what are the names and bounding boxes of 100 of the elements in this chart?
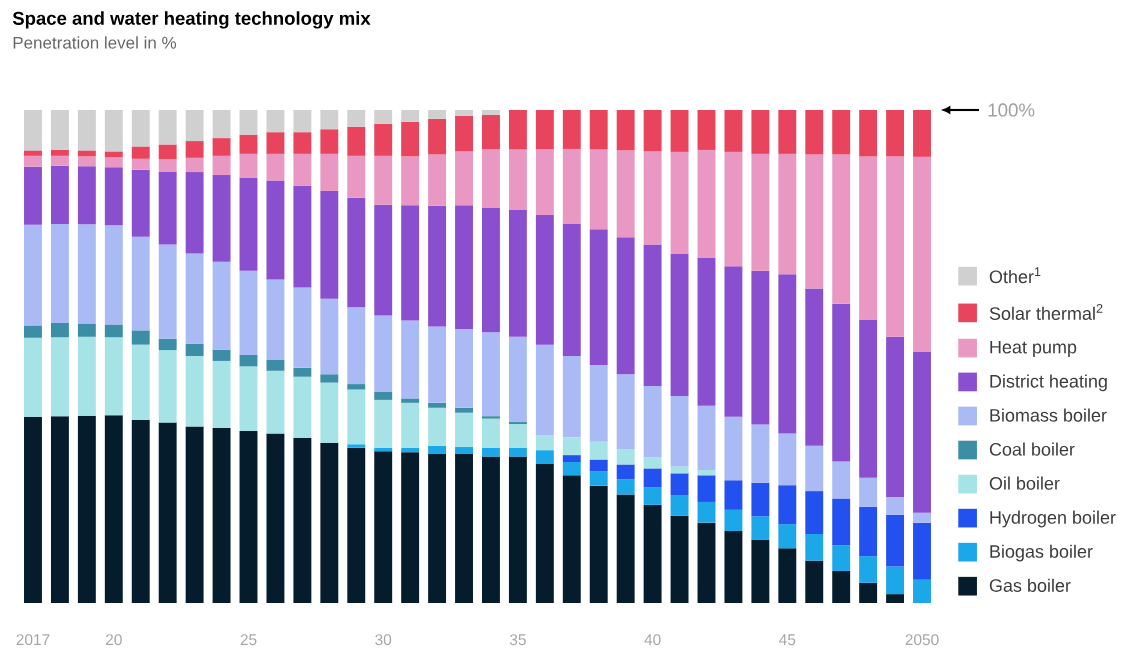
bar	[293, 109, 312, 133]
bar	[670, 515, 689, 603]
bar	[832, 570, 851, 603]
bar	[24, 166, 42, 225]
chart-title: Space and water heating technology mix	[12, 11, 371, 29]
bar	[643, 468, 662, 488]
bar	[401, 205, 420, 321]
bar	[401, 109, 420, 122]
bar	[455, 328, 473, 408]
bar	[482, 418, 500, 448]
bar	[697, 522, 716, 603]
legend-label: Biomass boiler	[990, 408, 1107, 422]
legend-label: Coal boiler	[989, 442, 1075, 456]
bar	[293, 367, 312, 377]
bar	[589, 459, 608, 472]
bar	[751, 109, 770, 154]
bar	[347, 307, 366, 385]
bar	[670, 473, 689, 496]
bar	[482, 114, 500, 150]
bar	[50, 223, 69, 323]
x-tick-label: 2050	[905, 634, 939, 646]
bar	[158, 171, 177, 245]
bar	[374, 399, 393, 448]
bar	[859, 156, 878, 320]
bar	[724, 531, 743, 603]
x-tick-label: 40	[644, 634, 661, 646]
legend-label: Solar thermal$^{2}$	[989, 303, 1103, 320]
bar	[913, 109, 931, 157]
bar	[670, 253, 689, 396]
bar	[24, 109, 42, 151]
bar	[50, 109, 69, 150]
bar	[77, 415, 96, 603]
bar	[374, 123, 393, 156]
bar	[508, 336, 527, 423]
bar	[913, 522, 931, 580]
bar	[158, 338, 177, 351]
bar	[24, 416, 42, 603]
bar	[805, 491, 824, 534]
bar	[589, 149, 608, 230]
bar	[104, 167, 123, 226]
legend-label: Biogas boiler	[990, 544, 1093, 562]
bar	[266, 370, 285, 434]
bar	[185, 157, 204, 173]
bar	[482, 332, 500, 417]
bar	[131, 146, 150, 159]
bar	[562, 462, 581, 476]
bar	[212, 427, 231, 603]
bar	[293, 437, 312, 603]
bar	[131, 236, 150, 331]
bar	[428, 407, 447, 446]
bar	[320, 382, 339, 443]
bar	[724, 266, 743, 417]
bar	[697, 405, 716, 470]
bar	[212, 109, 231, 139]
bar	[535, 215, 554, 345]
bar	[239, 109, 258, 135]
bar	[886, 566, 905, 595]
bar	[428, 326, 447, 403]
bar	[401, 402, 420, 448]
bar	[455, 205, 473, 329]
bar	[886, 594, 905, 603]
bar	[50, 149, 69, 156]
bar	[616, 464, 635, 480]
bar	[508, 447, 527, 457]
bar	[185, 109, 204, 142]
bar	[616, 494, 635, 603]
bar	[104, 324, 123, 338]
bar	[778, 548, 797, 603]
bar	[482, 109, 500, 115]
bar	[239, 177, 258, 271]
bar	[374, 204, 393, 316]
bar	[535, 344, 554, 435]
bar	[428, 154, 447, 206]
bar	[562, 437, 581, 456]
bar	[724, 109, 743, 152]
bar	[24, 224, 42, 326]
legend-label: Other$^{1}$	[989, 267, 1041, 284]
bar	[643, 109, 662, 152]
bar	[266, 359, 285, 371]
bar	[104, 225, 123, 325]
bar	[158, 144, 177, 160]
bar	[751, 270, 770, 425]
bar	[347, 155, 366, 198]
bar	[212, 138, 231, 156]
bar	[239, 134, 258, 154]
bar	[347, 126, 366, 156]
bar	[778, 109, 797, 154]
bar	[374, 451, 393, 603]
bar	[589, 485, 608, 603]
bar	[805, 560, 824, 603]
bar	[616, 109, 635, 151]
bar	[77, 336, 96, 416]
bar	[482, 456, 500, 603]
bar	[428, 453, 447, 603]
legend-label: District heating	[990, 374, 1107, 392]
bar	[401, 447, 420, 453]
bar	[616, 150, 635, 238]
bar	[832, 109, 851, 155]
bar	[859, 582, 878, 603]
bar	[913, 579, 931, 603]
